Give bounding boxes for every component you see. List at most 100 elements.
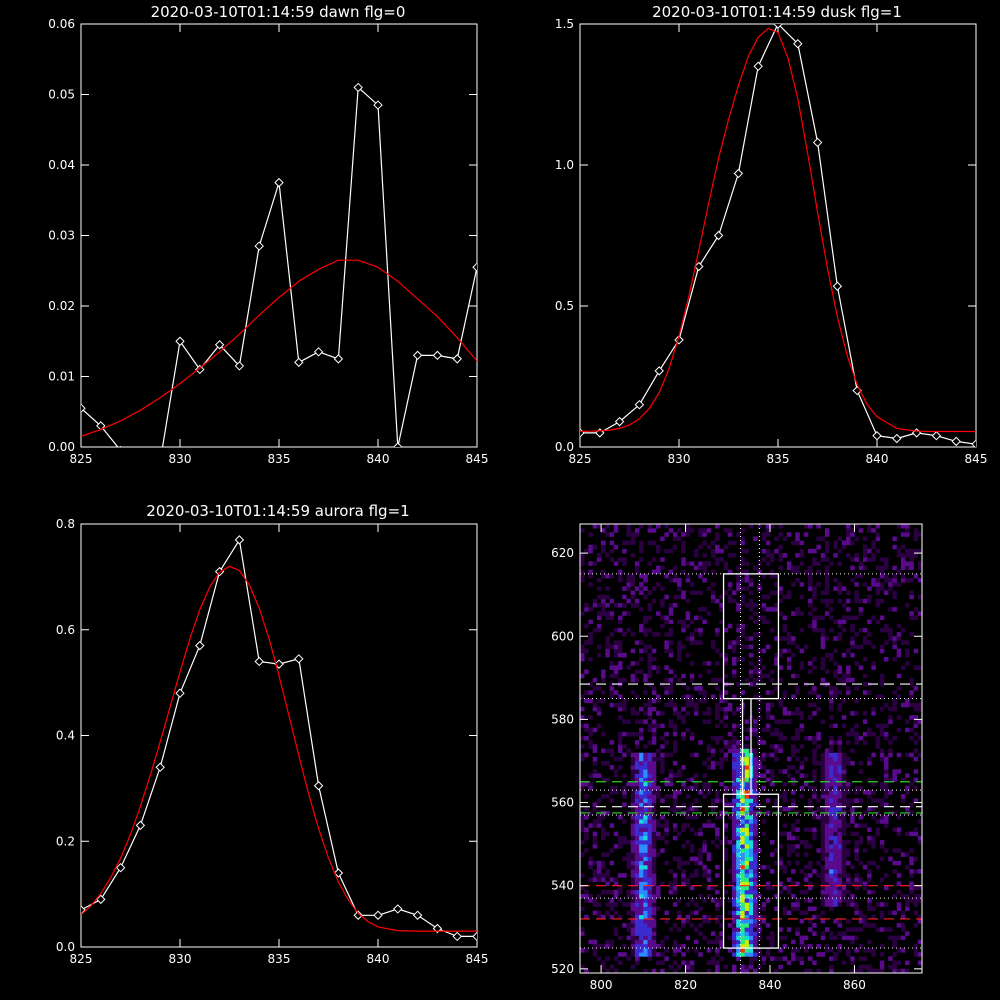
- heatmap-cell: [799, 715, 805, 720]
- heatmap-cell: [917, 706, 922, 712]
- heatmap-cell: [639, 777, 644, 783]
- heatmap-cell: [664, 740, 669, 745]
- heatmap-cell: [888, 748, 893, 753]
- heatmap-cell: [871, 968, 876, 973]
- heatmap-cell: [740, 848, 745, 853]
- heatmap-cell: [596, 644, 602, 650]
- heatmap-cell: [892, 607, 897, 612]
- heatmap-cell: [715, 902, 720, 907]
- heatmap-cell: [651, 752, 657, 758]
- heatmap-cell: [753, 856, 758, 862]
- heatmap-cell: [613, 910, 619, 916]
- heatmap-cell: [871, 835, 876, 841]
- heatmap-cell: [622, 856, 627, 862]
- heatmap-cell: [748, 852, 754, 857]
- heatmap-cell: [634, 586, 640, 591]
- heatmap-cell: [609, 557, 615, 562]
- heatmap-cell: [596, 553, 602, 558]
- heatmap-cell: [685, 652, 691, 658]
- heatmap-cell: [782, 636, 788, 641]
- heatmap-cell: [647, 902, 653, 907]
- heatmap-cell: [618, 694, 623, 699]
- heatmap-cell: [896, 873, 902, 878]
- heatmap-cell: [824, 902, 830, 907]
- heatmap-cell: [613, 544, 619, 550]
- heatmap-cell: [584, 736, 589, 741]
- heatmap-cell: [651, 727, 657, 733]
- heatmap-cell: [913, 898, 919, 903]
- heatmap-cell: [664, 619, 669, 625]
- heatmap-cell: [580, 744, 585, 749]
- heatmap-cell: [634, 777, 640, 783]
- heatmap-cell: [837, 677, 843, 683]
- heatmap-cell: [850, 711, 855, 716]
- heatmap-cell: [753, 777, 758, 783]
- heatmap-cell: [736, 756, 741, 762]
- heatmap-cell: [580, 785, 585, 791]
- heatmap-cell: [744, 860, 750, 866]
- heatmap-cell: [913, 885, 919, 891]
- heatmap-cell: [884, 790, 889, 795]
- heatmap-cell: [664, 823, 669, 828]
- heatmap-cell: [829, 935, 834, 941]
- heatmap-cell: [808, 669, 813, 674]
- heatmap-cell: [744, 902, 750, 907]
- heatmap-cell: [723, 756, 729, 762]
- heatmap-cell: [871, 553, 876, 558]
- heatmap-cell: [799, 727, 805, 733]
- heatmap-cell: [685, 532, 691, 537]
- heatmap-cell: [672, 673, 678, 679]
- data-point: [353, 82, 363, 93]
- heatmap-cell: [753, 669, 758, 674]
- heatmap-cell: [757, 864, 762, 870]
- heatmap-cell: [732, 765, 737, 770]
- heatmap-cell: [740, 802, 745, 807]
- heatmap-cell: [905, 702, 910, 708]
- heatmap-cell: [664, 648, 669, 654]
- overlay-lines: [580, 524, 922, 973]
- heatmap-cell: [862, 557, 868, 562]
- heatmap-cell: [909, 694, 914, 699]
- heatmap-cell: [900, 578, 906, 583]
- heatmap-cell: [791, 939, 796, 945]
- heatmap-cell: [694, 798, 699, 803]
- x-tick-label: 825: [70, 952, 93, 966]
- heatmap-cell: [639, 840, 644, 845]
- heatmap-cell: [706, 586, 712, 591]
- heatmap-cell: [896, 673, 902, 679]
- heatmap-cell: [896, 715, 902, 720]
- heatmap-cell: [630, 540, 636, 546]
- heatmap-cell: [613, 785, 619, 791]
- heatmap-cell: [837, 869, 843, 874]
- heatmap-cell: [605, 648, 610, 654]
- heatmap-cell: [618, 557, 623, 562]
- heatmap-cell: [584, 889, 589, 895]
- heatmap-cell: [808, 524, 813, 529]
- heatmap-cell: [685, 727, 691, 733]
- heatmap-cell: [782, 615, 788, 620]
- heatmap-cell: [829, 881, 834, 886]
- heatmap-cell: [748, 877, 754, 882]
- heatmap-cell: [698, 532, 703, 537]
- heatmap-cell: [799, 648, 805, 654]
- heatmap-cell: [795, 748, 800, 753]
- heatmap-cell: [656, 819, 661, 824]
- heatmap-cell: [643, 819, 648, 824]
- heatmap-cell: [626, 748, 631, 753]
- heatmap-cell: [846, 553, 851, 558]
- heatmap-cell: [774, 657, 779, 662]
- heatmap-cell: [672, 798, 678, 803]
- heatmap-cell: [816, 627, 821, 633]
- heatmap-cell: [736, 682, 741, 687]
- heatmap-cell: [862, 598, 868, 604]
- heatmap-cell: [605, 852, 610, 857]
- heatmap-cell: [850, 968, 855, 973]
- heatmap-cell: [871, 952, 876, 957]
- heatmap-cell: [850, 819, 855, 824]
- heatmap-cell: [896, 948, 902, 953]
- heatmap-cell: [630, 914, 636, 920]
- heatmap-cell: [867, 860, 872, 866]
- heatmap-cell: [605, 652, 610, 658]
- heatmap-cell: [630, 910, 636, 916]
- x-tick-label: 845: [466, 952, 489, 966]
